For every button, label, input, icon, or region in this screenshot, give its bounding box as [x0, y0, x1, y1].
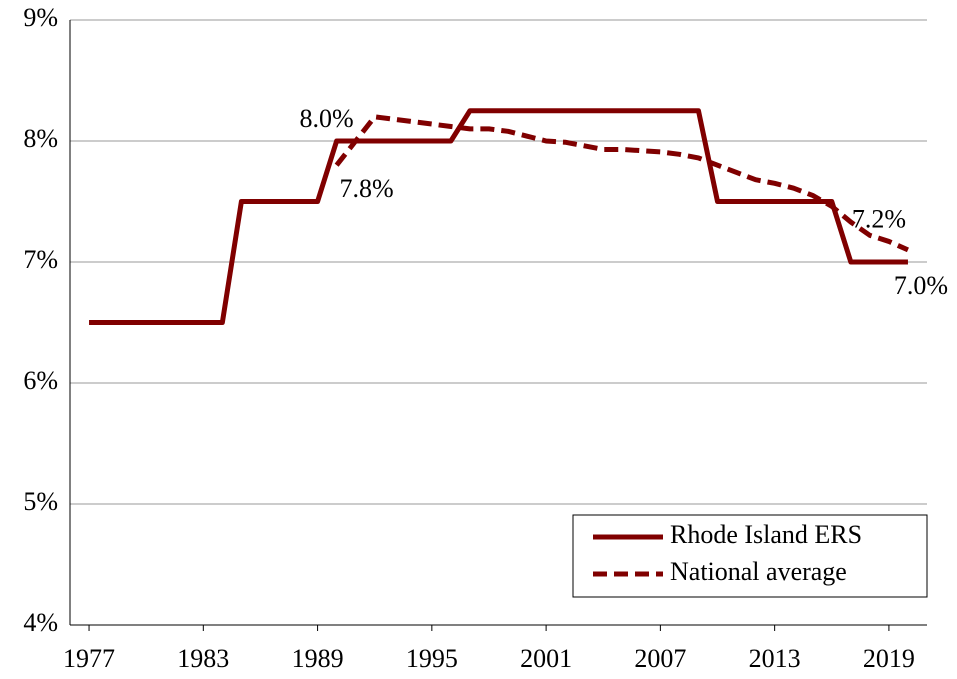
series-line: [89, 108, 908, 325]
legend-box: [572, 514, 928, 598]
data-label: 8.0%: [300, 104, 354, 133]
data-label: 7.0%: [894, 271, 948, 300]
y-tick-label: 9%: [23, 3, 58, 32]
x-tick-label: 2013: [749, 644, 801, 673]
y-tick-label: 8%: [23, 124, 58, 153]
data-label: 7.8%: [340, 174, 394, 203]
x-tick-label: 2007: [634, 644, 686, 673]
y-tick-label: 6%: [23, 366, 58, 395]
x-tick-label: 1995: [406, 644, 458, 673]
y-tick-label: 7%: [23, 245, 58, 274]
series-line: [334, 114, 909, 253]
x-tick-label: 2001: [520, 644, 572, 673]
data-label: 7.2%: [852, 204, 906, 233]
x-tick-label: 1989: [292, 644, 344, 673]
legend-label: Rhode Island ERS: [670, 520, 862, 549]
y-tick-label: 4%: [23, 608, 58, 637]
x-tick-label: 2019: [863, 644, 915, 673]
x-tick-label: 1983: [177, 644, 229, 673]
y-tick-label: 5%: [23, 487, 58, 516]
legend-label: National average: [670, 557, 847, 586]
x-tick-label: 1977: [63, 644, 115, 673]
